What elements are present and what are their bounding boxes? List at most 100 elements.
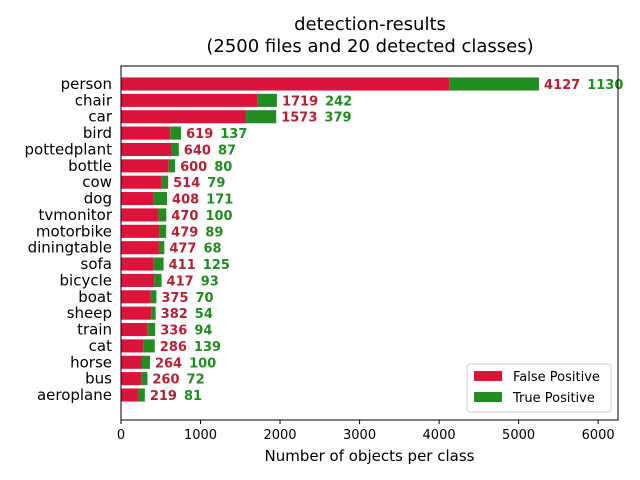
value-false-positive-bus: 260 bbox=[152, 373, 179, 388]
value-true-positive-cow: 79 bbox=[207, 176, 225, 191]
value-false-positive-cow: 514 bbox=[173, 176, 200, 191]
value-label-sofa: 411 125 bbox=[169, 258, 230, 273]
value-label-horse: 264 100 bbox=[155, 356, 216, 371]
category-label-boat: boat bbox=[78, 288, 112, 306]
value-label-sheep: 382 54 bbox=[161, 307, 213, 322]
bar-false-positive-car bbox=[121, 110, 247, 124]
value-false-positive-bicycle: 417 bbox=[167, 274, 194, 289]
value-false-positive-aeroplane: 219 bbox=[150, 389, 177, 404]
bar-true-positive-person bbox=[449, 77, 540, 91]
value-false-positive-train: 336 bbox=[160, 324, 187, 339]
value-label-bird: 619 137 bbox=[186, 127, 247, 142]
value-label-diningtable: 477 68 bbox=[169, 242, 221, 257]
bar-true-positive-cat bbox=[143, 339, 155, 353]
x-tick-label-1000: 1000 bbox=[184, 428, 217, 443]
value-true-positive-sheep: 54 bbox=[195, 307, 213, 322]
value-true-positive-bus: 72 bbox=[187, 373, 205, 388]
value-label-chair: 1719 242 bbox=[282, 94, 352, 109]
bar-true-positive-aeroplane bbox=[138, 388, 145, 402]
value-true-positive-motorbike: 89 bbox=[205, 225, 223, 240]
category-label-motorbike: motorbike bbox=[36, 222, 112, 240]
value-label-pottedplant: 640 87 bbox=[184, 143, 236, 158]
bar-false-positive-dog bbox=[121, 192, 154, 206]
category-label-person: person bbox=[61, 75, 112, 93]
bar-false-positive-cat bbox=[121, 339, 144, 353]
bar-true-positive-sofa bbox=[153, 257, 164, 271]
plot-area-frame bbox=[120, 65, 619, 421]
bar-true-positive-diningtable bbox=[158, 241, 165, 255]
value-false-positive-horse: 264 bbox=[155, 356, 182, 371]
value-true-positive-bicycle: 93 bbox=[201, 274, 219, 289]
x-tick-label-5000: 5000 bbox=[502, 428, 535, 443]
value-true-positive-car: 379 bbox=[324, 111, 351, 126]
value-false-positive-cat: 286 bbox=[160, 340, 187, 355]
category-label-diningtable: diningtable bbox=[28, 239, 112, 257]
category-label-cow: cow bbox=[82, 173, 112, 191]
value-true-positive-tvmonitor: 100 bbox=[205, 209, 232, 224]
value-true-positive-diningtable: 68 bbox=[203, 242, 221, 257]
bar-true-positive-tvmonitor bbox=[158, 208, 167, 222]
category-label-pottedplant: pottedplant bbox=[25, 140, 113, 158]
bars-group bbox=[121, 77, 540, 402]
value-false-positive-sofa: 411 bbox=[169, 258, 196, 273]
bar-false-positive-sofa bbox=[121, 257, 154, 271]
value-label-car: 1573 379 bbox=[281, 111, 351, 126]
value-label-tvmonitor: 470 100 bbox=[171, 209, 232, 224]
bar-false-positive-bottle bbox=[121, 159, 169, 173]
bar-false-positive-chair bbox=[121, 93, 258, 107]
value-label-cow: 514 79 bbox=[173, 176, 225, 191]
bar-true-positive-pottedplant bbox=[171, 142, 179, 157]
bar-true-positive-train bbox=[147, 322, 156, 337]
legend-box bbox=[466, 363, 612, 413]
value-true-positive-pottedplant: 87 bbox=[218, 143, 236, 158]
category-label-dog: dog bbox=[84, 190, 112, 208]
value-label-bicycle: 417 93 bbox=[167, 274, 219, 289]
bar-true-positive-sheep bbox=[151, 306, 156, 320]
value-true-positive-sofa: 125 bbox=[203, 258, 230, 273]
value-false-positive-bottle: 600 bbox=[180, 160, 207, 175]
value-false-positive-pottedplant: 640 bbox=[184, 143, 211, 158]
category-label-car: car bbox=[88, 108, 112, 126]
value-false-positive-dog: 408 bbox=[172, 193, 199, 208]
value-true-positive-cat: 139 bbox=[194, 340, 221, 355]
value-label-bottle: 600 80 bbox=[180, 160, 232, 175]
value-false-positive-sheep: 382 bbox=[161, 307, 188, 322]
category-label-horse: horse bbox=[70, 353, 112, 371]
bar-true-positive-cow bbox=[161, 175, 169, 189]
bar-false-positive-tvmonitor bbox=[121, 208, 159, 222]
legend-label-false-positive: False Positive bbox=[513, 370, 600, 385]
value-true-positive-bottle: 80 bbox=[214, 160, 232, 175]
legend: False Positive True Positive bbox=[466, 363, 612, 413]
category-label-tvmonitor: tvmonitor bbox=[39, 206, 113, 224]
value-label-boat: 375 70 bbox=[161, 291, 213, 306]
value-true-positive-horse: 100 bbox=[189, 356, 216, 371]
x-tick-label-0: 0 bbox=[117, 428, 125, 443]
bar-false-positive-aeroplane bbox=[121, 388, 139, 402]
value-false-positive-motorbike: 479 bbox=[171, 225, 198, 240]
bar-true-positive-chair bbox=[257, 93, 277, 107]
x-axis-ticks: 0 1000 2000 3000 4000 5000 6000 bbox=[117, 420, 615, 443]
x-tick-label-4000: 4000 bbox=[423, 428, 456, 443]
bar-false-positive-diningtable bbox=[121, 241, 159, 255]
bar-true-positive-bird bbox=[170, 126, 182, 140]
bar-false-positive-pottedplant bbox=[121, 142, 172, 157]
value-label-aeroplane: 219 81 bbox=[150, 389, 202, 404]
category-label-aeroplane: aeroplane bbox=[37, 386, 112, 404]
bar-true-positive-bottle bbox=[168, 159, 176, 173]
value-true-positive-aeroplane: 81 bbox=[184, 389, 202, 404]
chart-title: detection-results bbox=[294, 14, 446, 35]
bar-false-positive-bus bbox=[121, 372, 142, 386]
value-false-positive-person: 4127 bbox=[544, 78, 580, 93]
value-label-dog: 408 171 bbox=[172, 193, 233, 208]
bar-true-positive-bicycle bbox=[154, 273, 162, 287]
value-false-positive-tvmonitor: 470 bbox=[171, 209, 198, 224]
legend-swatch-false-positive bbox=[474, 371, 502, 381]
bar-true-positive-dog bbox=[153, 192, 168, 206]
value-label-cat: 286 139 bbox=[160, 340, 221, 355]
value-false-positive-bird: 619 bbox=[186, 127, 213, 142]
bar-false-positive-bird bbox=[121, 126, 171, 140]
category-labels: personchaircarbirdpottedplantbottlecowdo… bbox=[25, 75, 113, 404]
value-false-positive-chair: 1719 bbox=[282, 94, 318, 109]
